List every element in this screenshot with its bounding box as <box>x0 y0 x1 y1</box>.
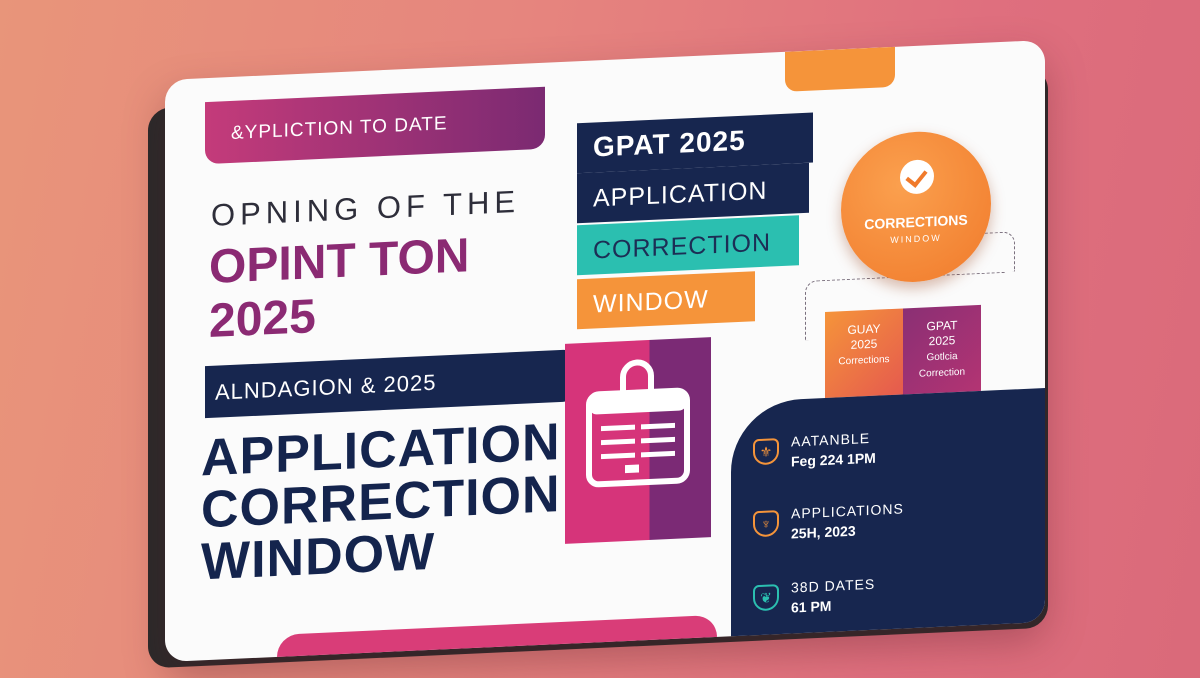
sub-bar-label: ALNDAGION & 2025 <box>215 369 437 405</box>
label-correction: CORRECTION <box>577 215 799 276</box>
info-row: ♆ APPLICATIONS 25H, 2023 <box>753 500 904 542</box>
label-window: WINDOW <box>577 271 755 330</box>
info-label: AATANBLE <box>791 429 871 450</box>
calendar-icon <box>586 359 690 488</box>
heading-light: OPNING OF THE <box>211 183 521 233</box>
mini-card-line: Correction <box>918 366 966 380</box>
calendar-tile <box>565 337 711 544</box>
mini-card: GUAY 2025 Corrections <box>825 308 903 399</box>
announcement-card: &YPLICTION TO DATE OPNING OF THE OPINT T… <box>165 40 1045 662</box>
mini-card-line: 2025 <box>850 336 878 352</box>
info-row: ⚜ AATANBLE Feg 224 1PM <box>753 429 876 470</box>
info-panel: ⚜ AATANBLE Feg 224 1PM ♆ APPLICATIONS 25… <box>731 387 1045 662</box>
mini-card: GPAT 2025 Gotlcia Correction <box>903 304 981 395</box>
mini-card-line: GPAT <box>926 317 958 334</box>
info-value: 25H, 2023 <box>791 522 856 542</box>
heading-line-1: OPINT TON <box>209 229 470 294</box>
mini-card-line: Corrections <box>838 354 890 368</box>
label-application: APPLICATION <box>577 162 809 224</box>
mini-card-line: 2025 <box>928 333 956 349</box>
info-row: ❦ 38D DATES 61 PM <box>753 575 876 616</box>
info-label: APPLICATIONS <box>791 500 904 522</box>
badge-subtitle: WINDOW <box>890 232 942 246</box>
mini-card-line: Gotlcia <box>926 350 958 364</box>
mini-card-line: GUAY <box>847 321 881 337</box>
top-banner-label: &YPLICTION TO DATE <box>231 113 448 144</box>
title-line-3: WINDOW <box>201 522 436 592</box>
info-label: 38D DATES <box>791 575 876 596</box>
heading-line-2: 2025 <box>209 290 316 348</box>
leaf-icon: ❦ <box>753 584 779 612</box>
top-banner: &YPLICTION TO DATE <box>205 86 545 165</box>
shield-icon: ⚜ <box>753 438 779 466</box>
badge-title: CORRECTIONS <box>864 211 968 233</box>
check-icon <box>900 159 934 195</box>
sub-bar: ALNDAGION & 2025 <box>205 349 575 419</box>
microphone-icon: ♆ <box>753 510 779 538</box>
info-value: Feg 224 1PM <box>791 449 876 470</box>
info-value: 61 PM <box>791 597 832 616</box>
orange-tab <box>785 46 895 92</box>
